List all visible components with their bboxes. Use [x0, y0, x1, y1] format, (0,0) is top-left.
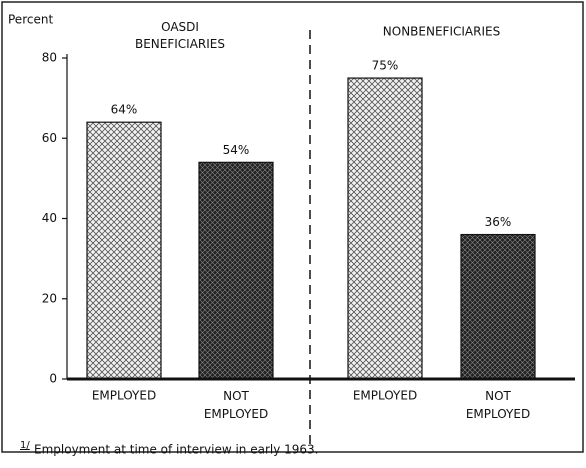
bar	[86, 121, 162, 380]
footnote: Employment at time of interview in early…	[34, 443, 318, 457]
y-tick-label: 80	[42, 51, 57, 65]
group-label: NONBENEFICIARIES	[383, 25, 500, 39]
x-tick-label: EMPLOYED	[353, 389, 417, 403]
bar	[347, 77, 423, 380]
value-label: 64%	[111, 103, 138, 117]
x-tick-label: NOT EMPLOYED	[204, 389, 268, 421]
footnote-marker: 1/	[20, 440, 30, 451]
value-label: 36%	[485, 215, 512, 229]
value-label: 75%	[372, 59, 399, 73]
bar	[460, 233, 536, 380]
value-label: 54%	[223, 143, 250, 157]
y-axis-label: Percent	[8, 13, 53, 27]
x-tick-label: NOT EMPLOYED	[466, 389, 530, 421]
y-tick-label: 40	[42, 211, 57, 225]
bar	[198, 161, 274, 380]
group-label: OASDI BENEFICIARIES	[135, 20, 225, 51]
y-tick-label: 60	[42, 131, 57, 145]
y-tick-label: 0	[49, 372, 57, 386]
x-tick-label: EMPLOYED	[92, 389, 156, 403]
y-tick-label: 20	[42, 291, 57, 305]
frame	[1, 1, 584, 453]
